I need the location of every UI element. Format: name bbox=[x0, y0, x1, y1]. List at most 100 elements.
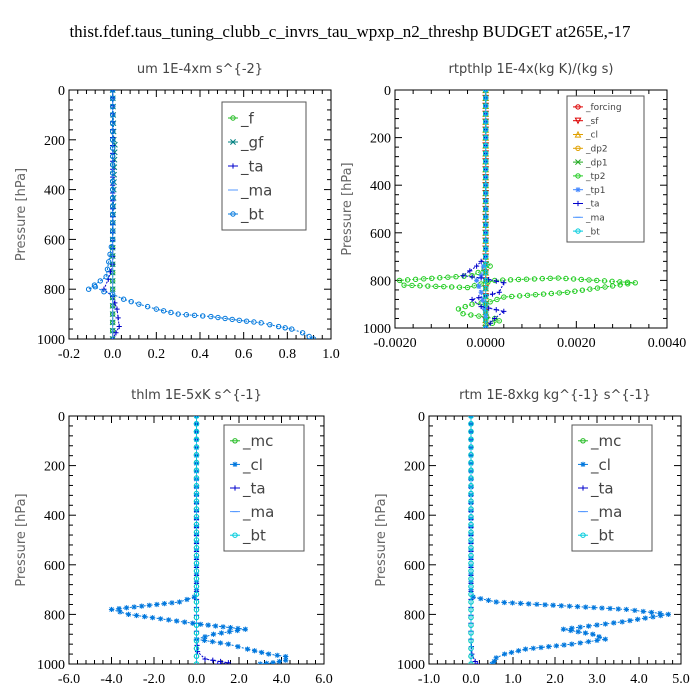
data-point bbox=[482, 142, 489, 149]
y-tick-label: 600 bbox=[44, 233, 65, 248]
data-point bbox=[109, 195, 116, 201]
data-point bbox=[210, 631, 217, 637]
data-point bbox=[193, 459, 200, 466]
panel-3: rtm 1E-8xkg kg^{-1} s^{-1} Pressure [hPa]… bbox=[374, 388, 690, 687]
data-point bbox=[193, 622, 200, 628]
legend-label: _tp1 bbox=[585, 186, 605, 196]
legend-label: _gf bbox=[240, 133, 264, 152]
data-point bbox=[478, 275, 484, 281]
data-point bbox=[141, 614, 148, 620]
data-point bbox=[468, 630, 474, 636]
data-point bbox=[635, 616, 641, 622]
data-point bbox=[574, 604, 581, 610]
series-group bbox=[468, 416, 671, 664]
data-point bbox=[128, 298, 134, 305]
data-point bbox=[213, 623, 219, 629]
data-point bbox=[433, 283, 439, 290]
data-point bbox=[482, 245, 489, 252]
data-point bbox=[193, 645, 200, 652]
y-tick-label: 0 bbox=[384, 84, 391, 99]
y-tick-label: 800 bbox=[44, 283, 65, 298]
data-point bbox=[133, 612, 140, 619]
data-point bbox=[501, 599, 507, 606]
data-point bbox=[125, 611, 132, 617]
data-point bbox=[229, 316, 235, 323]
data-point bbox=[482, 253, 489, 260]
legend-marker bbox=[574, 130, 582, 138]
data-point bbox=[266, 651, 272, 657]
legend-marker bbox=[575, 145, 581, 152]
data-point bbox=[193, 630, 200, 636]
data-point bbox=[251, 648, 258, 654]
data-point bbox=[139, 603, 145, 609]
data-point bbox=[480, 263, 486, 269]
data-point bbox=[226, 629, 233, 635]
legend-marker bbox=[230, 211, 236, 217]
legend-marker bbox=[232, 532, 238, 538]
data-point bbox=[501, 294, 507, 300]
data-point bbox=[501, 280, 507, 286]
data-point bbox=[109, 103, 116, 110]
data-point bbox=[526, 601, 532, 607]
data-point bbox=[468, 467, 474, 473]
data-point bbox=[468, 607, 474, 613]
legend-marker bbox=[232, 485, 238, 491]
data-point bbox=[225, 660, 231, 664]
data-point bbox=[632, 280, 638, 286]
series-group bbox=[396, 90, 638, 328]
data-point bbox=[482, 95, 489, 101]
data-point bbox=[109, 120, 116, 126]
data-point bbox=[153, 306, 160, 312]
data-point bbox=[217, 640, 224, 646]
data-point bbox=[468, 537, 474, 543]
data-point bbox=[468, 506, 474, 512]
data-point bbox=[464, 284, 471, 291]
legend-label: _tp2 bbox=[585, 172, 605, 182]
data-point bbox=[468, 622, 474, 628]
data-point bbox=[509, 293, 515, 300]
data-point bbox=[491, 658, 497, 664]
data-point bbox=[193, 514, 200, 520]
panel-0: um 1E-4xm s^{-2} Pressure [hPa] -0.2 0.0 0.2… bbox=[14, 62, 340, 362]
data-point bbox=[487, 299, 493, 305]
y-tick-label: 400 bbox=[44, 509, 65, 524]
data-point bbox=[193, 483, 200, 489]
data-point bbox=[486, 277, 492, 283]
data-point bbox=[120, 296, 127, 302]
data-point bbox=[569, 625, 575, 631]
data-point bbox=[563, 275, 569, 282]
data-point bbox=[251, 319, 257, 325]
series-line-bt bbox=[88, 90, 314, 339]
data-point bbox=[482, 317, 489, 323]
legend-marker bbox=[575, 228, 581, 234]
data-point bbox=[468, 490, 474, 497]
legend-label: _ta bbox=[590, 479, 614, 498]
data-point bbox=[215, 661, 221, 664]
data-point bbox=[599, 605, 605, 611]
data-point bbox=[468, 645, 474, 652]
legend-label: _ma bbox=[242, 503, 274, 522]
data-point bbox=[596, 634, 602, 640]
data-point bbox=[194, 649, 201, 655]
legend-label: _mc bbox=[242, 432, 273, 451]
data-point bbox=[468, 545, 474, 551]
data-point bbox=[642, 615, 648, 621]
legend-marker bbox=[575, 159, 581, 166]
data-point bbox=[609, 283, 616, 289]
data-point bbox=[104, 266, 111, 272]
x-tick-label: 5.0 bbox=[672, 672, 690, 687]
data-point bbox=[208, 313, 214, 320]
data-point bbox=[476, 313, 482, 319]
data-point bbox=[236, 317, 243, 324]
data-point bbox=[468, 459, 474, 466]
data-point bbox=[429, 275, 435, 281]
data-point bbox=[468, 483, 474, 489]
data-point bbox=[625, 281, 631, 287]
data-point bbox=[482, 174, 489, 180]
data-point bbox=[496, 289, 502, 295]
data-point bbox=[154, 601, 160, 608]
data-point bbox=[665, 611, 671, 617]
data-point bbox=[217, 658, 224, 664]
data-point bbox=[468, 653, 474, 659]
data-point bbox=[468, 583, 474, 590]
